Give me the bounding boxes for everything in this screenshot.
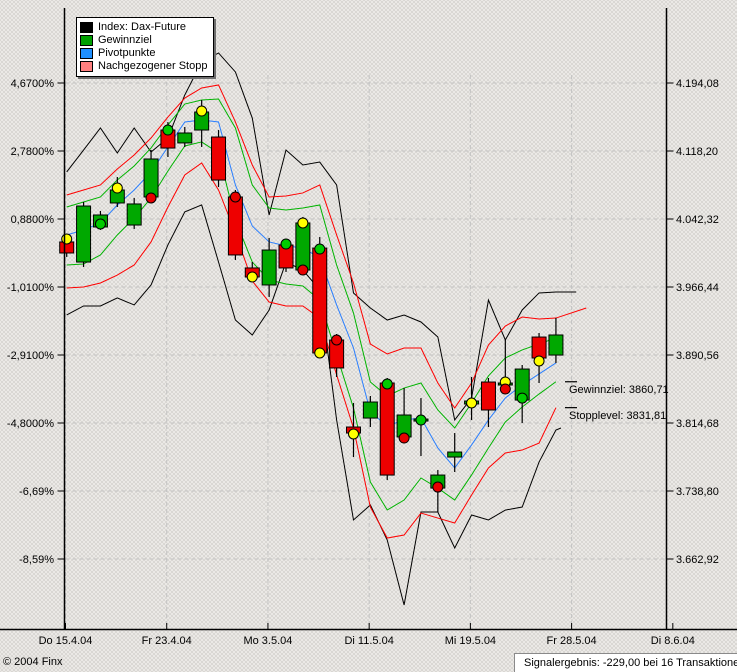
y-axis-price-label: 3.662,92 bbox=[676, 554, 719, 566]
candle-body bbox=[379, 382, 395, 476]
candle-body bbox=[362, 401, 378, 419]
y-axis-percent-label: 4,6700% bbox=[11, 78, 55, 90]
signal-dot-green bbox=[314, 243, 326, 255]
candle-body bbox=[177, 132, 193, 144]
signal-dot-yellow bbox=[314, 347, 326, 359]
target-level-annotation: Gewinnziel: 3860,71 bbox=[569, 383, 669, 396]
y-axis-percent-label: 0,8800% bbox=[11, 214, 55, 226]
series-line bbox=[66, 141, 557, 511]
x-axis-date-label: Di 8.6.04 bbox=[651, 635, 695, 647]
y-axis-price-label: 4.194,08 bbox=[676, 78, 719, 90]
series-line bbox=[66, 52, 577, 422]
target-color-swatch-icon bbox=[80, 34, 93, 46]
signal-dot-green bbox=[381, 378, 393, 390]
signal-dot-yellow bbox=[533, 355, 545, 367]
legend-item-pivotpunkte: Pivotpunkte bbox=[80, 47, 210, 59]
copyright-label: © 2004 Finx bbox=[3, 656, 63, 668]
x-axis-date-label: Do 15.4.04 bbox=[39, 635, 93, 647]
signal-dot-red bbox=[432, 481, 444, 493]
signal-dot-yellow bbox=[297, 217, 309, 229]
legend-item-label: Pivotpunkte bbox=[98, 47, 156, 59]
signal-dot-red bbox=[145, 192, 157, 204]
candle-body bbox=[211, 136, 227, 181]
x-axis-date-label: Mi 19.5.04 bbox=[445, 635, 496, 647]
candle-body bbox=[531, 336, 547, 359]
y-axis-price-label: 3.738,80 bbox=[676, 486, 719, 498]
y-axis-price-label: 3.814,68 bbox=[676, 418, 719, 430]
y-axis-percent-label: -4,8000% bbox=[7, 418, 54, 430]
signal-result-text: Signalergebnis: -229,00 bei 16 Transakti… bbox=[524, 657, 737, 669]
candle-body bbox=[447, 451, 463, 458]
y-axis-percent-label: 2,7800% bbox=[11, 146, 55, 158]
signal-dot-yellow bbox=[246, 271, 258, 283]
candle-body bbox=[76, 205, 92, 263]
y-axis-price-label: 4.042,32 bbox=[676, 214, 719, 226]
y-axis-percent-label: -8,59% bbox=[19, 554, 54, 566]
y-axis-price-label: 4.118,20 bbox=[676, 146, 718, 158]
signal-dot-green bbox=[280, 238, 292, 250]
signal-dot-green bbox=[516, 392, 528, 404]
y-axis-percent-label: -6,69% bbox=[19, 486, 54, 498]
legend-item-gewinnziel: Gewinnziel bbox=[80, 34, 210, 46]
signal-result-box: Signalergebnis: -229,00 bei 16 Transakti… bbox=[514, 653, 737, 672]
pivot-color-swatch-icon bbox=[80, 47, 93, 59]
candle-body bbox=[261, 249, 277, 286]
signal-dot-red bbox=[398, 432, 410, 444]
candle-body bbox=[227, 196, 243, 256]
chart-legend: Index: Dax-Future Gewinnziel Pivotpunkte… bbox=[76, 17, 214, 77]
y-axis-percent-label: -1,0100% bbox=[7, 282, 54, 294]
candle-body bbox=[312, 247, 328, 354]
candle-body bbox=[126, 203, 142, 226]
candle-body bbox=[295, 222, 311, 271]
price-chart-canvas[interactable]: 4,6700% 4.194,08 2,7800% 4.118,20 0,8800% 4.0… bbox=[0, 0, 737, 653]
series-line bbox=[66, 119, 557, 469]
signal-dot-yellow bbox=[347, 428, 359, 440]
x-axis-date-label: Mo 3.5.04 bbox=[243, 635, 292, 647]
y-axis-price-label: 3.966,44 bbox=[676, 282, 719, 294]
y-axis-price-label: 3.890,56 bbox=[676, 350, 719, 362]
signal-dot-green bbox=[415, 414, 427, 426]
signal-dot-green bbox=[94, 218, 106, 230]
signal-dot-red bbox=[229, 191, 241, 203]
legend-item-label: Gewinnziel bbox=[98, 34, 152, 46]
candle-body bbox=[548, 334, 564, 356]
legend-item-label: Nachgezogener Stopp bbox=[98, 60, 208, 72]
signal-dot-green bbox=[162, 124, 174, 136]
x-axis-date-label: Fr 23.4.04 bbox=[142, 635, 192, 647]
signal-dot-red bbox=[499, 383, 511, 395]
legend-item-stopp: Nachgezogener Stopp bbox=[80, 60, 210, 72]
x-axis-date-label: Fr 28.5.04 bbox=[547, 635, 597, 647]
series-line bbox=[66, 84, 587, 409]
candle-body bbox=[480, 381, 496, 411]
signal-dot-red bbox=[297, 264, 309, 276]
stop-color-swatch-icon bbox=[80, 60, 93, 72]
status-bar: © 2004 Finx Signalergebnis: -229,00 bei … bbox=[0, 653, 737, 672]
signal-dot-red bbox=[331, 334, 343, 346]
y-axis-percent-label: -2,9100% bbox=[7, 350, 54, 362]
legend-item-index: Index: Dax-Future bbox=[80, 21, 210, 33]
legend-item-label: Index: Dax-Future bbox=[98, 21, 187, 33]
candle-body bbox=[143, 158, 159, 198]
signal-dot-yellow bbox=[61, 233, 73, 245]
signal-dot-yellow bbox=[111, 182, 123, 194]
index-color-swatch-icon bbox=[80, 21, 93, 33]
signal-dot-yellow bbox=[466, 397, 478, 409]
series-line bbox=[66, 162, 557, 539]
signal-dot-yellow bbox=[196, 105, 208, 117]
stop-level-annotation: Stopplevel: 3831,81 bbox=[569, 409, 667, 422]
x-axis-date-label: Di 11.5.04 bbox=[344, 635, 393, 647]
